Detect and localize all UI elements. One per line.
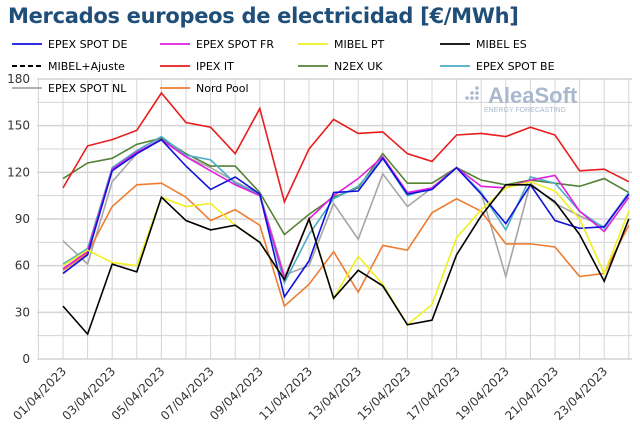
legend-label: EPEX SPOT NL bbox=[48, 82, 127, 95]
legend-label: EPEX SPOT FR bbox=[196, 38, 274, 51]
legend-label: IPEX IT bbox=[196, 60, 234, 73]
series-line-mibel-es bbox=[62, 183, 630, 336]
logo-tagline: ENERGY FORECASTING bbox=[484, 107, 566, 114]
y-tick-label: 120 bbox=[7, 165, 30, 179]
logo-dot bbox=[465, 96, 469, 100]
y-tick-label: 60 bbox=[15, 259, 30, 273]
y-tick-label: 180 bbox=[7, 72, 30, 86]
series-line-ipex-it bbox=[62, 91, 630, 205]
series-line-epex-spot-de bbox=[62, 138, 630, 299]
x-tick-label: 23/04/2023 bbox=[552, 364, 611, 423]
y-tick-label: 30 bbox=[15, 305, 30, 319]
series-line-epex-spot-fr bbox=[62, 138, 630, 281]
logo-dot bbox=[475, 96, 479, 100]
logo-dot bbox=[475, 91, 479, 95]
legend-label: MIBEL PT bbox=[334, 38, 384, 51]
legend-label: MIBEL ES bbox=[476, 38, 527, 51]
logo-dot bbox=[475, 86, 479, 90]
series-line-epex-spot-nl bbox=[62, 137, 630, 280]
legend-label: Nord Pool bbox=[196, 82, 249, 95]
logo-aleasoft: AleaSoft bbox=[488, 83, 578, 108]
logo-dot bbox=[470, 91, 474, 95]
legend-label: EPEX SPOT BE bbox=[476, 60, 555, 73]
series-line-epex-spot-be bbox=[62, 135, 630, 285]
legend-label: EPEX SPOT DE bbox=[48, 38, 128, 51]
y-tick-label: 150 bbox=[7, 119, 30, 133]
legend-label: MIBEL+Ajuste bbox=[48, 60, 125, 73]
series-line-nord-pool bbox=[62, 182, 630, 308]
y-tick-label: 0 bbox=[22, 352, 30, 366]
chart-title: Mercados europeos de electricidad [€/MWh… bbox=[8, 4, 519, 28]
legend-label: N2EX UK bbox=[334, 60, 383, 73]
logo-dot bbox=[470, 96, 474, 100]
y-tick-label: 90 bbox=[15, 212, 30, 226]
